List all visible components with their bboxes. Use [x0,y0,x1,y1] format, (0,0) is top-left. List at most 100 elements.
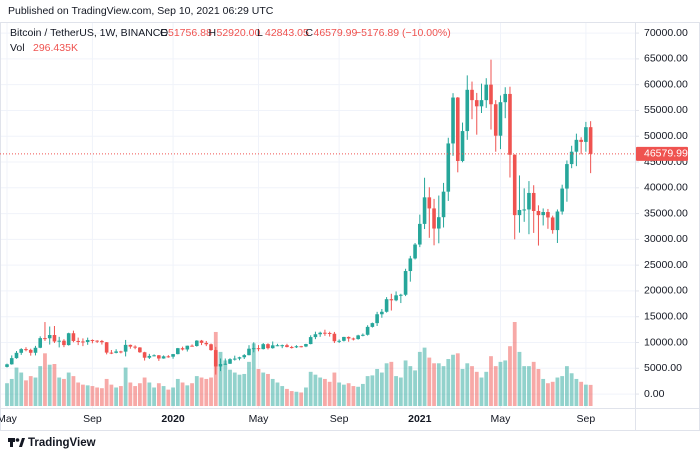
volume-bar [550,381,555,406]
candle-body [128,344,133,347]
volume-bar [375,368,380,406]
candle-body [85,340,90,342]
volume-bar [28,376,33,406]
volume-bar [95,387,100,406]
volume-bar [247,361,251,406]
volume-bar [123,367,128,406]
candle-body [517,209,522,216]
volume-bar [403,360,408,406]
volume-bar [223,360,228,406]
candle-body [346,336,351,339]
volume-bar [583,384,588,406]
candle-body [232,358,237,360]
x-tick-label: 2021 [408,413,432,425]
volume-bar [304,387,308,406]
candle-body [95,340,99,342]
candle-body [275,345,280,347]
x-tick-label: May [0,413,18,425]
candle-body [541,212,545,216]
volume-bar [389,361,394,406]
candle-body [337,340,341,342]
brand: TradingView [28,437,96,449]
volume-bar [166,389,171,406]
last-price-tag [636,146,688,161]
ohlc-key: L [257,27,263,39]
candle-body [370,323,375,327]
volume-bar [451,354,455,406]
x-tick-label: Sep [330,413,349,425]
volume-bar [199,377,204,406]
candle-body [574,139,579,152]
volume-bar [474,371,479,406]
volume-bar [204,378,209,406]
volume-bar [560,376,565,406]
candle-body [536,211,541,216]
volume-bar [574,378,579,406]
volume-bar [194,376,199,406]
candle-body [384,299,389,312]
volume-bar [5,383,9,406]
volume-bar [323,378,327,406]
candle-body [71,333,76,341]
x-tick-label: May [249,413,270,425]
volume-bar [531,361,536,406]
candle-body [441,191,446,218]
candle-body [285,345,289,348]
volume-bar [384,363,389,406]
candle-body [308,337,313,345]
candle-body [318,332,322,335]
candle-body [209,344,213,351]
volume-bar [251,343,256,406]
volume-key: Vol [10,42,25,54]
logo [8,438,25,447]
ohlc-key: H [209,27,217,39]
candle-body [152,355,156,357]
y-tick-label: 50000.00 [644,130,688,142]
y-tick-label: 55000.00 [644,104,688,116]
volume-bar [327,381,332,406]
candle-body [123,344,128,352]
volume-bar [270,378,275,406]
candle-body [550,217,555,231]
candle-body [498,102,503,136]
volume-bar [256,368,261,406]
candle-body [109,352,114,354]
volume-bar [446,359,451,406]
ohlc-key: O [160,27,168,39]
volume-bar [536,368,541,406]
candle-body [361,334,365,336]
candle-body [100,340,104,343]
candle-body [180,348,185,350]
symbol: Bitcoin / TetherUS, 1W, BINANCE [10,27,167,39]
volume-bar [455,353,460,406]
volume-bar [541,378,546,406]
y-tick-label: 65000.00 [644,53,688,65]
candle-body [142,352,147,358]
y-tick-label: 30000.00 [644,233,688,245]
candle-body [52,335,57,342]
volume-bar [147,382,152,406]
y-tick-label: 0.00 [644,388,665,400]
volume-bar [527,366,531,406]
volume-bar [242,373,247,406]
volume-bar [90,386,95,406]
volume-bar [85,385,90,406]
candle-body [280,345,285,347]
candle-body [460,131,465,161]
candle-body [242,355,247,358]
change: −5176.89 (−10.00%) [355,27,451,39]
candle-body [62,340,66,346]
volume-bar [275,382,280,406]
candle-body [365,326,370,335]
candle-body [171,354,175,357]
volume-bar [332,372,337,406]
volume-bar [489,356,493,406]
candle-body [14,352,19,359]
logo-dot [15,438,20,442]
candle-body [489,84,493,105]
published-note: Published on TradingView.com, Sep 10, 20… [8,5,274,17]
volume-bar [104,378,109,406]
candle-body [104,342,109,353]
